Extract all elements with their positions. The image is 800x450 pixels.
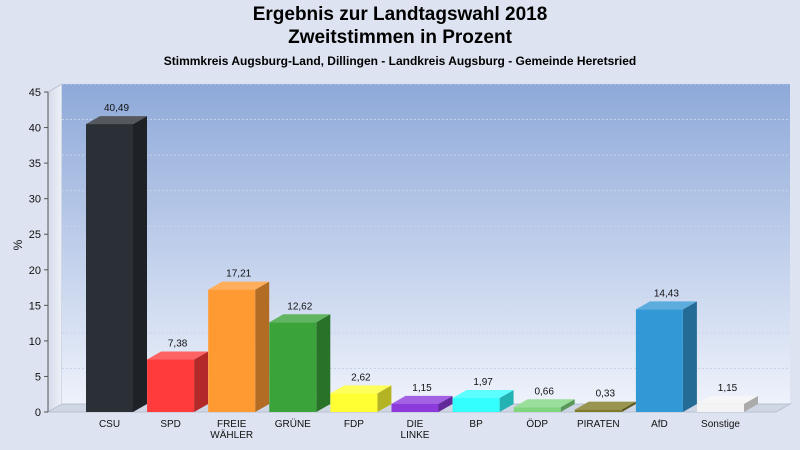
data-label: 1,97 [473,377,493,388]
y-tick-label: 15 [29,300,41,312]
bar [330,385,392,412]
chart-subsubtitle: Stimmkreis Augsburg-Land, Dillingen - La… [163,54,637,68]
data-label: 1,15 [412,383,432,394]
bar [697,395,758,412]
y-tick-label: 20 [29,265,41,277]
data-label: 17,21 [226,269,251,280]
y-tick-label: 35 [29,158,41,170]
bar [513,399,575,412]
data-label: 7,38 [168,339,188,350]
category-label: AfD [651,419,668,430]
category-label: ÖDP [526,418,548,430]
data-label: 0,33 [596,389,616,400]
bar [574,401,636,412]
y-tick-label: 30 [29,194,41,206]
category-label: Sonstige [701,419,740,430]
category-label: BP [469,419,483,430]
bar [86,116,147,413]
category-label: SPD [160,419,181,430]
bar [147,351,209,412]
data-label: 0,66 [534,386,554,397]
data-label: 14,43 [654,288,679,299]
chart-subtitle: Zweitstimmen in Prozent [288,27,512,48]
category-label: DIE LINKE [401,419,430,441]
bar [269,314,331,412]
y-tick-label: 40 [29,123,41,135]
bar [208,281,270,412]
y-tick-label: 0 [35,407,41,419]
bar [635,301,697,412]
bar [391,395,453,412]
data-label: 40,49 [104,103,129,114]
y-tick-label: 5 [35,371,41,383]
data-label: 2,62 [351,372,371,383]
y-tick-label: 45 [29,87,41,99]
category-label: FDP [344,419,364,430]
category-label: FREIE WÄHLER [210,419,253,441]
category-label: PIRATEN [577,419,620,430]
category-label: GRÜNE [275,418,311,430]
category-label: CSU [99,419,120,430]
bar [452,389,514,412]
y-tick-label: 25 [29,229,41,241]
data-label: 12,62 [287,301,312,312]
y-axis-label: % [11,239,25,250]
chart-title: Ergebnis zur Landtagswahl 2018 [252,4,548,25]
y-tick-label: 10 [29,336,41,348]
data-label: 1,15 [718,383,738,394]
